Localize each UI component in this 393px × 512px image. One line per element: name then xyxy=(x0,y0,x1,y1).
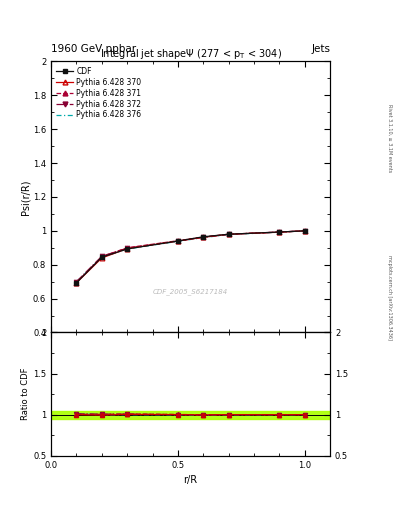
Legend: CDF, Pythia 6.428 370, Pythia 6.428 371, Pythia 6.428 372, Pythia 6.428 376: CDF, Pythia 6.428 370, Pythia 6.428 371,… xyxy=(55,65,143,121)
Bar xyxy=(51,411,330,419)
Y-axis label: Ratio to CDF: Ratio to CDF xyxy=(21,368,30,420)
Text: Rivet 3.1.10, ≥ 3.1M events: Rivet 3.1.10, ≥ 3.1M events xyxy=(387,104,392,173)
Text: 1960 GeV ppbar: 1960 GeV ppbar xyxy=(51,44,136,54)
Text: CDF_2005_S6217184: CDF_2005_S6217184 xyxy=(153,288,228,295)
X-axis label: r/R: r/R xyxy=(184,475,198,485)
Text: mcplots.cern.ch [arXiv:1306.3436]: mcplots.cern.ch [arXiv:1306.3436] xyxy=(387,254,392,339)
Text: Jets: Jets xyxy=(311,44,330,54)
Y-axis label: Psi(r/R): Psi(r/R) xyxy=(20,179,30,215)
Title: Integral jet shape$\Psi$ (277 < p$_\mathrm{T}$ < 304): Integral jet shape$\Psi$ (277 < p$_\math… xyxy=(99,47,282,61)
